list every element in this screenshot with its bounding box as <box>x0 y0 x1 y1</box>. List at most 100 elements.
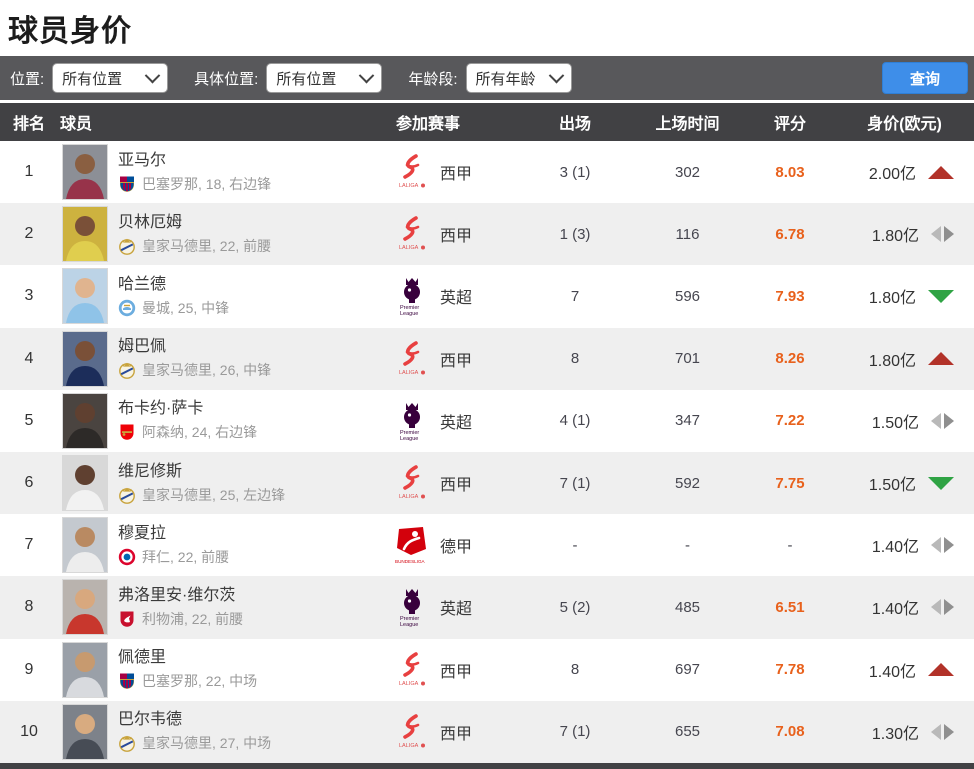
player-name[interactable]: 贝林厄姆 <box>118 213 183 231</box>
player-name[interactable]: 布卡约·萨卡 <box>118 400 204 418</box>
league-cell: LALIGA 西甲 <box>390 649 520 691</box>
value-text: 1.80亿 <box>871 228 919 246</box>
rating-value: 7.78 <box>775 661 805 679</box>
club-info: 拜仁, 22, 前腰 <box>142 548 230 565</box>
query-button[interactable]: 查询 <box>882 62 968 94</box>
minutes-value: 701 <box>674 350 701 368</box>
trend-flat-icon <box>931 537 954 553</box>
table-row[interactable]: 2 贝林厄姆 皇家马德里, 22, 前腰 LALIGA 西甲 1 (3) 116… <box>0 203 974 266</box>
value-cell: 1.40亿 <box>835 533 974 557</box>
player-name[interactable]: 弗洛里安·维尔茨 <box>118 586 236 604</box>
player-photo[interactable] <box>62 517 108 574</box>
appearances-value: 5 (2) <box>559 598 591 616</box>
league-cell: Premier League 英超 <box>390 400 520 442</box>
player-name[interactable]: 佩德里 <box>118 649 167 667</box>
appearances-value: 7 <box>570 287 580 305</box>
rating-value: 6.51 <box>775 598 805 616</box>
svg-text:LALIGA: LALIGA <box>399 245 419 251</box>
svg-text:League: League <box>400 436 418 442</box>
rank-value: 5 <box>24 411 34 429</box>
player-name[interactable]: 巴尔韦德 <box>118 711 183 729</box>
player-photo[interactable] <box>62 268 108 325</box>
minutes-value: 347 <box>674 412 701 430</box>
bundesliga-icon: BUNDESLIGA <box>394 524 430 566</box>
rating-value: 7.75 <box>775 474 805 492</box>
player-cell: 弗洛里安·维尔茨 利物浦, 22, 前腰 <box>58 579 390 636</box>
appearances-value: 8 <box>570 350 580 368</box>
liverpool-crest <box>118 610 136 628</box>
player-cell: 佩德里 巴塞罗那, 22, 中场 <box>58 641 390 698</box>
player-photo[interactable] <box>62 703 108 760</box>
player-photo[interactable] <box>62 641 108 698</box>
minutes-value: 116 <box>675 225 700 243</box>
player-photo[interactable] <box>62 579 108 636</box>
player-photo[interactable] <box>62 206 108 263</box>
rank-value: 6 <box>24 474 34 492</box>
league-name: 英超 <box>440 290 473 308</box>
table-row[interactable]: 9 佩德里 巴塞罗那, 22, 中场 LALIGA 西甲 8 697 7.78 … <box>0 638 974 701</box>
value-text: 1.30亿 <box>871 725 919 743</box>
trend-up-icon <box>928 165 954 179</box>
premier-league-icon: Premier League <box>394 400 430 442</box>
table-row[interactable]: 3 哈兰德 曼城, 25, 中锋 Premier League 英超 7 596 … <box>0 265 974 328</box>
page-title: 球员身价 <box>8 15 132 48</box>
bayern-crest <box>118 548 136 566</box>
player-name[interactable]: 亚马尔 <box>118 151 167 169</box>
player-photo[interactable] <box>62 330 108 387</box>
position-select[interactable]: 所有位置 <box>52 63 169 93</box>
svg-text:BUNDESLIGA: BUNDESLIGA <box>395 559 426 564</box>
rating-value: 6.78 <box>775 225 805 243</box>
league-cell: LALIGA 西甲 <box>390 213 520 255</box>
league-cell: LALIGA 西甲 <box>390 338 520 380</box>
svg-text:Premier: Premier <box>400 616 419 622</box>
league-cell: Premier League 英超 <box>390 275 520 317</box>
appearances-value: - <box>572 536 578 554</box>
svg-text:Premier: Premier <box>400 430 419 436</box>
club-info: 阿森纳, 24, 右边锋 <box>142 424 258 441</box>
value-cell: 2.00亿 <box>835 160 974 184</box>
player-photo[interactable] <box>62 144 108 201</box>
laliga-icon: LALIGA <box>394 151 430 193</box>
league-name: 西甲 <box>440 166 473 184</box>
rank-value: 9 <box>24 660 34 678</box>
club-info: 曼城, 25, 中锋 <box>142 299 230 316</box>
specific-position-select[interactable]: 所有位置 <box>266 63 383 93</box>
minutes-value: 592 <box>674 474 701 492</box>
player-name[interactable]: 穆夏拉 <box>118 524 167 542</box>
table-row[interactable]: 8 弗洛里安·维尔茨 利物浦, 22, 前腰 Premier League 英超 … <box>0 576 974 639</box>
minutes-value: 655 <box>674 723 701 741</box>
age-range-label: 年龄段: <box>408 70 458 88</box>
value-text: 1.80亿 <box>868 352 916 370</box>
player-name[interactable]: 维尼修斯 <box>118 462 183 480</box>
player-cell: 布卡约·萨卡 阿森纳, 24, 右边锋 <box>58 392 390 449</box>
rank-value: 7 <box>24 536 34 554</box>
player-name[interactable]: 姆巴佩 <box>118 338 167 356</box>
player-name[interactable]: 哈兰德 <box>118 275 167 293</box>
rating-value: - <box>787 536 793 554</box>
table-row[interactable]: 6 维尼修斯 皇家马德里, 25, 左边锋 LALIGA 西甲 7 (1) 59… <box>0 451 974 515</box>
table-row[interactable]: 7 穆夏拉 拜仁, 22, 前腰 BUNDESLIGA 德甲 - - - 1.4… <box>0 514 974 577</box>
table-row[interactable]: 10 巴尔韦德 皇家马德里, 27, 中场 LALIGA 西甲 7 (1) 65… <box>0 700 974 763</box>
club-info: 利物浦, 22, 前腰 <box>142 610 244 627</box>
svg-text:LALIGA: LALIGA <box>399 494 419 500</box>
age-range-select[interactable]: 所有年龄 <box>465 63 572 93</box>
player-photo[interactable] <box>62 455 108 512</box>
value-cell: 1.50亿 <box>835 409 974 433</box>
table-row[interactable]: 4 姆巴佩 皇家马德里, 26, 中锋 LALIGA 西甲 8 701 8.26… <box>0 327 974 390</box>
club-info: 皇家马德里, 22, 前腰 <box>142 237 272 254</box>
table-row[interactable]: 5 布卡约·萨卡 阿森纳, 24, 右边锋 Premier League 英超 4… <box>0 389 974 452</box>
league-name: 西甲 <box>440 477 473 495</box>
minutes-value: 697 <box>674 661 701 679</box>
value-cell: 1.80亿 <box>835 284 974 308</box>
trend-flat-icon <box>931 724 954 740</box>
rating-value: 7.22 <box>775 412 805 430</box>
table-row[interactable]: 1 亚马尔 巴塞罗那, 18, 右边锋 LALIGA 西甲 3 (1) 302 … <box>0 141 974 204</box>
league-name: 德甲 <box>440 539 473 557</box>
barcelona-crest <box>118 672 136 690</box>
trend-down-icon <box>928 476 954 490</box>
league-cell: LALIGA 西甲 <box>390 462 520 504</box>
value-cell: 1.40亿 <box>835 658 974 682</box>
player-photo[interactable] <box>62 392 108 449</box>
player-cell: 巴尔韦德 皇家马德里, 27, 中场 <box>58 703 390 760</box>
club-info: 皇家马德里, 26, 中锋 <box>142 362 272 379</box>
